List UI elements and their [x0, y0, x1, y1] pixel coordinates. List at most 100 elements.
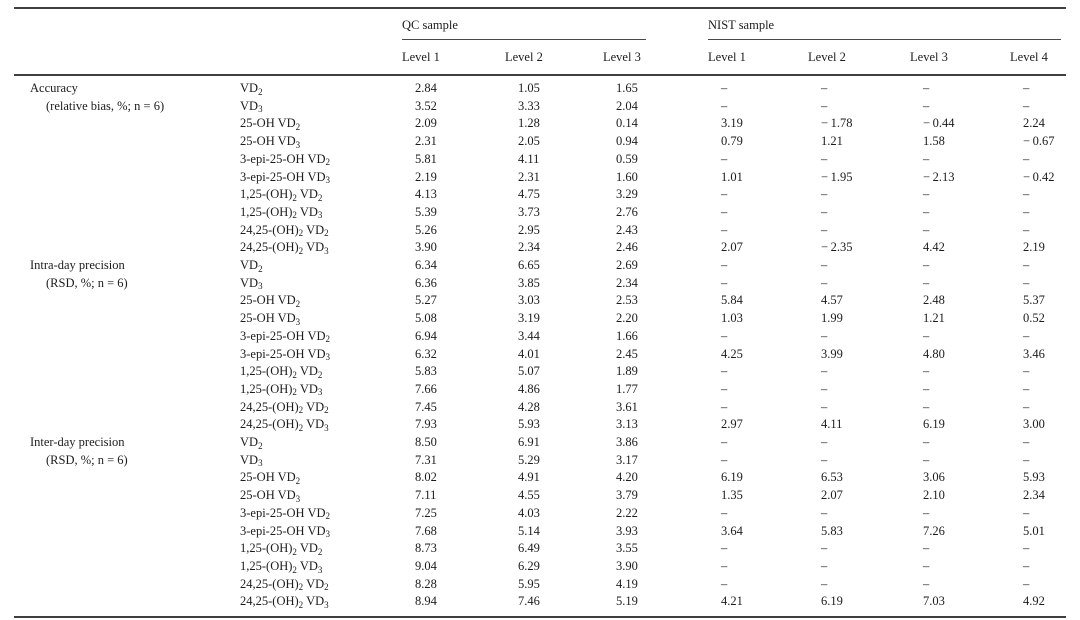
table-row: 25-OH VD2 8.02 4.91 4.20 6.19 6.53 3.06 5.93	[14, 469, 1066, 487]
value-cell: –	[1023, 435, 1030, 450]
value-cell: –	[821, 275, 828, 290]
value-cell: 2.48	[923, 293, 945, 308]
analyte-label: 25-OH VD3	[240, 134, 301, 150]
value-cell: –	[1023, 258, 1030, 273]
value-cell: –	[923, 81, 930, 95]
value-cell: 4.25	[721, 346, 743, 361]
value-cell: –	[821, 541, 828, 556]
value-cell: 7.25	[415, 505, 437, 520]
level-header-nist-3: Level 3	[910, 40, 1011, 76]
value-cell: –	[821, 81, 828, 95]
section-spacer	[14, 239, 226, 257]
value-cell: 4.13	[415, 187, 437, 202]
value-cell: –	[1023, 541, 1030, 556]
section-spacer	[14, 169, 226, 187]
analyte-label: 1,25-(OH)2 VD3	[240, 381, 323, 398]
analyte-label: VD2	[240, 81, 263, 97]
col-group-qc-label: QC sample	[402, 18, 647, 40]
value-cell: 2.45	[616, 346, 638, 361]
value-cell: –	[721, 399, 728, 414]
value-cell: 2.07	[821, 488, 843, 503]
value-cell: 7.03	[923, 594, 945, 609]
value-cell: 7.46	[518, 594, 540, 609]
value-cell: –	[923, 364, 930, 379]
section-spacer	[14, 540, 226, 558]
subscript: 2	[295, 121, 301, 132]
section-note: (RSD, %; n = 6)	[46, 452, 128, 467]
level-header-nist-2: Level 2	[808, 40, 911, 76]
value-cell: 6.34	[415, 258, 437, 273]
value-cell: 4.75	[518, 187, 540, 202]
value-cell: 7.45	[415, 399, 437, 414]
section-spacer	[14, 487, 226, 505]
value-cell: –	[1023, 381, 1030, 396]
subscript: 3	[324, 245, 329, 256]
subscript: 3	[258, 458, 263, 469]
analyte-label: 24,25-(OH)2 VD3	[240, 240, 329, 256]
analyte-label: 3-epi-25-OH VD3	[240, 346, 331, 363]
value-cell: –	[1023, 364, 1030, 379]
value-cell: 3.17	[616, 452, 638, 467]
table-row: 1,25-(OH)2 VD2 4.13 4.75 3.29 – – – –	[14, 186, 1066, 204]
table-row: 1,25-(OH)2 VD2 5.83 5.07 1.89 – – – –	[14, 363, 1066, 381]
table-header: QC sample NIST sample Level 1 Level 2 Le…	[14, 8, 1067, 76]
value-cell: –	[821, 151, 828, 166]
section-label: Accuracy	[30, 81, 78, 95]
subscript: 2	[295, 475, 301, 486]
section-spacer	[14, 363, 226, 381]
value-cell: –	[1023, 328, 1030, 343]
table-row: (RSD, %; n = 6) VD3 7.31 5.29 3.17 – – – –	[14, 452, 1066, 470]
subscript: 2	[258, 263, 263, 274]
value-cell: 2.09	[415, 116, 437, 131]
value-cell: 6.29	[518, 558, 540, 573]
value-cell: 5.01	[1023, 523, 1045, 538]
value-cell: 8.28	[415, 576, 437, 591]
value-cell: 2.04	[616, 98, 638, 113]
analyte-label: 25-OH VD3	[240, 488, 301, 504]
table-row: Intra-day precision VD2 6.34 6.65 2.69 – – – –	[14, 257, 1066, 275]
subscript: 3	[295, 316, 301, 327]
value-cell: 3.46	[1023, 346, 1045, 361]
analyte-label: VD3	[240, 98, 263, 115]
analyte-label: 1,25-(OH)2 VD2	[240, 541, 323, 557]
value-cell: –	[923, 222, 930, 237]
section-spacer	[14, 558, 226, 576]
value-cell: 2.07	[721, 240, 743, 255]
value-cell: 6.19	[721, 470, 743, 485]
table-row: 3-epi-25-OH VD3 7.68 5.14 3.93 3.64 5.83 7.26 5…	[14, 523, 1066, 541]
value-cell: 6.65	[518, 258, 540, 273]
value-cell: 3.99	[821, 346, 843, 361]
subscript: 2	[258, 440, 263, 451]
value-cell: –	[821, 187, 828, 202]
section-note: (RSD, %; n = 6)	[46, 275, 128, 290]
analyte-label: 25-OH VD3	[240, 311, 301, 327]
value-cell: –	[721, 98, 728, 113]
subscript: 2	[258, 86, 263, 97]
value-cell: –	[821, 576, 828, 591]
subscript: 2	[324, 405, 329, 416]
validation-table: QC sample NIST sample Level 1 Level 2 Le…	[14, 7, 1067, 619]
value-cell: 2.97	[721, 417, 743, 432]
value-cell: 3.90	[415, 240, 437, 255]
value-cell: 7.66	[415, 381, 437, 396]
value-cell: 2.10	[923, 488, 945, 503]
value-cell: –	[1023, 576, 1030, 591]
subscript: 2	[298, 422, 304, 433]
subscript: 2	[325, 334, 331, 345]
value-cell: –	[923, 204, 930, 219]
subscript: 2	[292, 369, 297, 380]
value-cell: –	[721, 576, 728, 591]
value-cell: 4.11	[518, 151, 540, 166]
subscript: 3	[324, 599, 329, 610]
value-cell: –	[923, 505, 930, 520]
analyte-label: 3-epi-25-OH VD2	[240, 328, 331, 345]
col-group-qc: QC sample	[402, 8, 708, 40]
value-cell: –	[821, 505, 828, 520]
value-cell: 2.69	[616, 258, 638, 273]
analyte-label: 3-epi-25-OH VD3	[240, 169, 331, 186]
table-body: Accuracy VD2 2.84 1.05 1.65– – – – (relative bia…	[14, 75, 1066, 617]
value-cell: –	[721, 541, 728, 556]
value-cell: –	[1023, 151, 1030, 166]
value-cell: 2.46	[616, 240, 638, 255]
